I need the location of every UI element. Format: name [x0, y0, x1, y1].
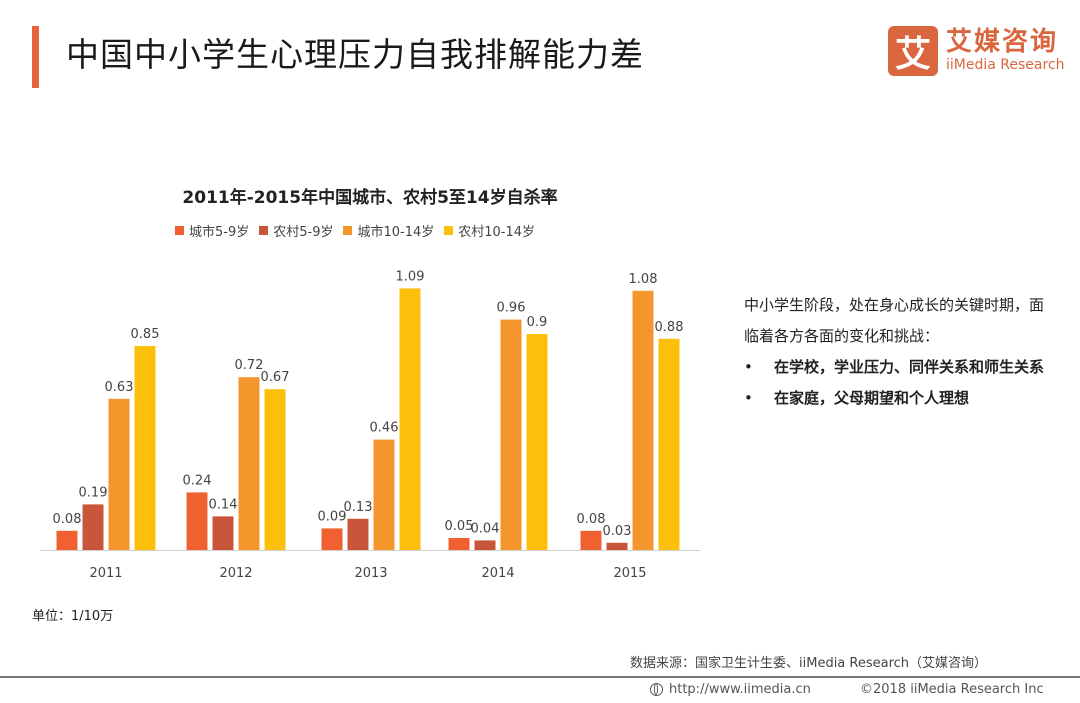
bar: [500, 319, 522, 550]
bar: [321, 528, 343, 550]
chart-title: 2011年-2015年中国城市、农村5至14岁自杀率: [182, 188, 558, 208]
logo-cn-text: 艾媒咨询: [946, 27, 1059, 57]
bar-value-label: 0.19: [79, 485, 108, 500]
side-intro: 中小学生阶段，处在身心成长的关键时期，面临着各方各面的变化和挑战：: [744, 296, 1045, 345]
bar-value-label: 0.08: [577, 512, 606, 527]
bar-value-label: 0.08: [53, 512, 82, 527]
bar: [82, 504, 104, 550]
globe-icon: [650, 683, 663, 696]
bar-value-label: 0.67: [261, 370, 290, 385]
bar: [474, 540, 496, 550]
bar: [632, 290, 654, 550]
bar-value-label: 0.46: [370, 421, 399, 436]
bar-value-label: 0.04: [471, 521, 500, 536]
bar: [399, 288, 421, 550]
bar: [264, 389, 286, 550]
bar: [347, 518, 369, 550]
x-tick-label: 2013: [354, 566, 387, 581]
logo-en-text: iiMedia Research: [946, 57, 1065, 73]
bar: [212, 516, 234, 550]
bar: [580, 530, 602, 550]
legend-label: 城市10-14岁: [357, 225, 435, 240]
title-accent-bar: [32, 26, 39, 88]
bar-value-label: 0.03: [603, 524, 632, 539]
page-title: 中国中小学生心理压力自我排解能力差: [66, 35, 644, 74]
legend-swatch: [175, 226, 184, 235]
legend-swatch: [444, 226, 454, 235]
copyright: ©2018 iiMedia Research Inc: [860, 682, 1044, 697]
unit-note: 单位：1/10万: [32, 609, 114, 624]
bar: [108, 398, 130, 550]
bar: [134, 346, 156, 550]
url-text[interactable]: http://www.iimedia.cn: [669, 682, 811, 697]
footer-divider: [0, 676, 1080, 678]
side-bullet: 在学校，学业压力、同伴关系和师生关系: [744, 352, 1054, 383]
legend-item: 农村10-14岁: [444, 221, 535, 240]
bar-value-label: 0.24: [183, 473, 212, 488]
side-bullet: 在家庭，父母期望和个人理想: [744, 383, 1054, 414]
bar: [526, 334, 548, 550]
footer-url[interactable]: http://www.iimedia.cn: [650, 682, 811, 697]
bar-value-label: 0.09: [318, 509, 347, 524]
bar-value-label: 0.05: [445, 519, 474, 534]
bar-value-label: 0.96: [497, 301, 526, 316]
logo-mark-icon: 艾: [888, 26, 938, 76]
x-tick-label: 2014: [481, 566, 514, 581]
chart-legend: 城市5-9岁 农村5-9岁 城市10-14岁 农村10-14岁: [175, 221, 535, 240]
bar-value-label: 0.9: [527, 315, 548, 330]
bar-value-label: 0.63: [105, 380, 134, 395]
legend-swatch: [343, 226, 353, 235]
legend-item: 城市5-9岁: [175, 221, 249, 240]
bar: [448, 538, 470, 550]
iimedia-logo: 艾 艾媒咨询 iiMedia Research: [888, 26, 1065, 76]
bar-value-label: 0.88: [655, 320, 684, 335]
x-tick-label: 2011: [89, 566, 122, 581]
x-tick-label: 2015: [613, 566, 646, 581]
bar-value-label: 0.13: [344, 500, 373, 515]
legend-label: 农村5-9岁: [273, 225, 334, 240]
bar: [658, 338, 680, 550]
legend-swatch: [259, 226, 269, 235]
side-commentary: 中小学生阶段，处在身心成长的关键时期，面临着各方各面的变化和挑战： 在学校，学业…: [744, 290, 1054, 414]
bar-value-label: 1.08: [629, 272, 658, 287]
legend-label: 城市5-9岁: [189, 225, 250, 240]
bar-value-label: 0.72: [235, 358, 264, 373]
bar-chart: 0.08 0.19 0.63 0.85 0.24 0.14 0.720.67 0.090.13…: [40, 269, 700, 581]
data-source: 数据来源：国家卫生计生委、iiMedia Research（艾媒咨询）: [630, 656, 988, 671]
bar: [186, 492, 208, 550]
legend-item: 城市10-14岁: [343, 221, 434, 240]
bar: [373, 439, 395, 550]
bar: [606, 542, 628, 550]
bar-value-label: 0.85: [131, 327, 160, 342]
x-tick-label: 2012: [219, 566, 252, 581]
bar-value-label: 0.14: [209, 497, 238, 512]
legend-label: 农村10-14岁: [458, 225, 536, 240]
bar: [56, 530, 78, 550]
bar-value-label: 1.09: [396, 269, 425, 284]
legend-item: 农村5-9岁: [259, 221, 333, 240]
bar: [238, 377, 260, 550]
